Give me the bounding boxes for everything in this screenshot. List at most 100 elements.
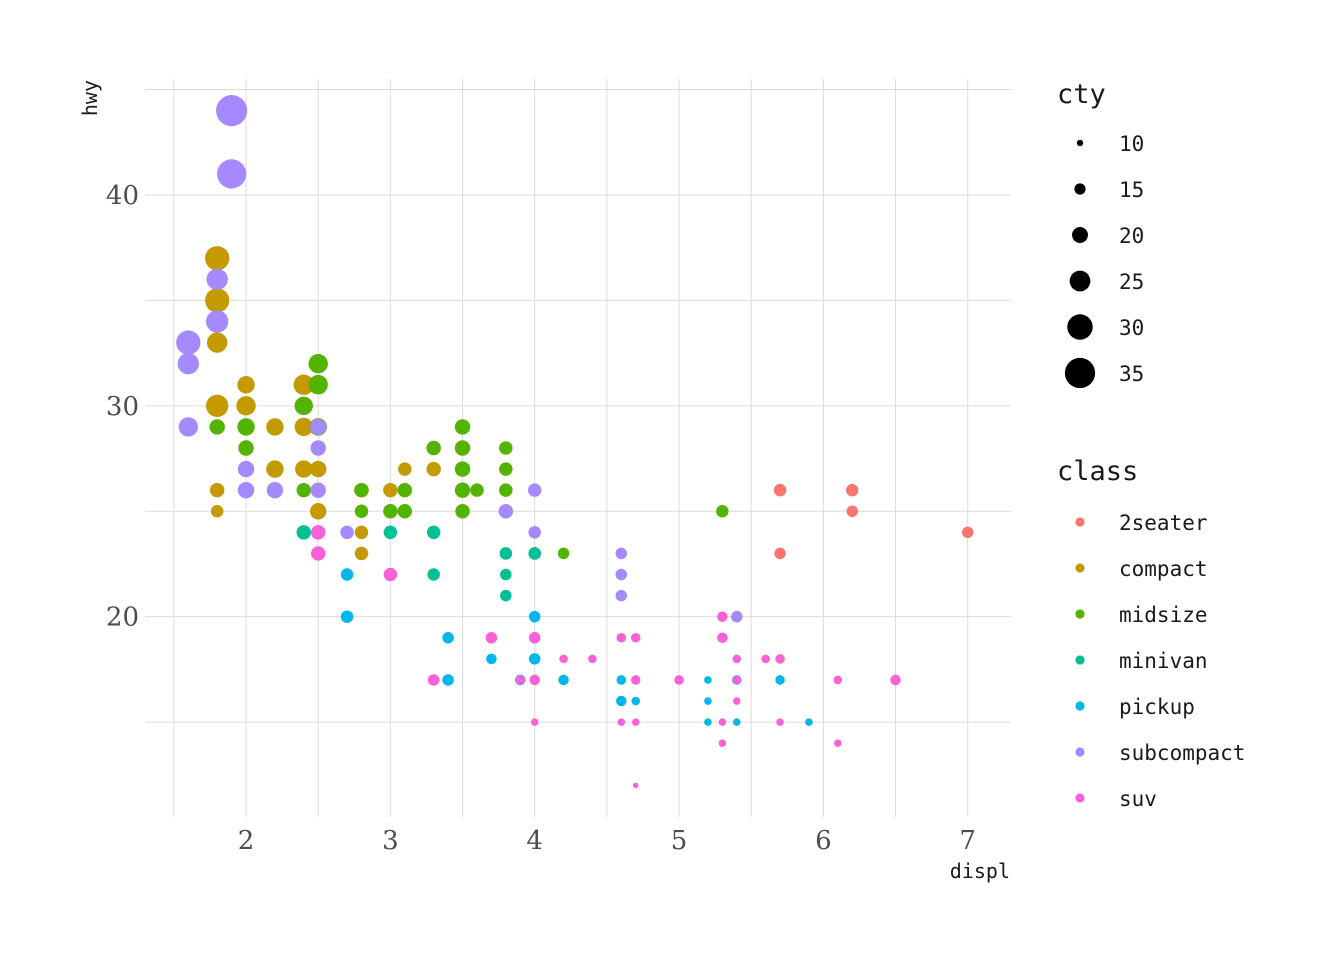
- data-point-compact: [205, 246, 230, 271]
- data-point-compact: [398, 462, 412, 476]
- color-legend-label: midsize: [1119, 603, 1208, 627]
- x-tick-labels: 2 3 4 5 6 7: [238, 826, 976, 856]
- data-point-compact: [236, 396, 256, 416]
- data-point-compact: [294, 417, 313, 437]
- data-point-midsize: [499, 483, 513, 497]
- data-point-suv: [674, 675, 684, 685]
- data-point-compact: [237, 376, 255, 394]
- data-point-subcompact: [528, 526, 541, 539]
- color-legend-title: class: [1057, 456, 1138, 487]
- data-point-suv: [776, 718, 784, 726]
- data-point-pickup: [616, 675, 627, 685]
- data-point-midsize: [308, 353, 328, 374]
- size-legend-label: 10: [1119, 132, 1144, 156]
- color-legend-key: [1075, 517, 1085, 527]
- data-point-pickup: [486, 653, 497, 665]
- data-point-suv: [718, 718, 727, 726]
- data-point-subcompact: [266, 481, 284, 499]
- data-point-midsize: [454, 482, 471, 498]
- y-tick-label: 30: [106, 392, 139, 422]
- data-point-suv: [632, 782, 639, 789]
- data-point-pickup: [528, 610, 541, 623]
- x-tick-label: 3: [382, 826, 399, 856]
- data-point-compact: [354, 546, 369, 561]
- data-point-subcompact: [206, 268, 228, 290]
- data-point-2seater: [773, 483, 787, 497]
- data-point-compact: [309, 460, 327, 478]
- data-point-suv: [617, 718, 626, 726]
- data-point-compact: [266, 460, 284, 478]
- data-point-suv: [732, 697, 741, 705]
- x-tick-label: 2: [238, 826, 255, 856]
- data-point-suv: [310, 546, 326, 561]
- size-legend-label: 15: [1119, 178, 1144, 202]
- data-point-subcompact: [309, 418, 327, 436]
- data-point-midsize: [454, 461, 471, 477]
- data-point-compact: [266, 418, 284, 436]
- data-point-compact: [309, 503, 327, 520]
- data-point-compact: [206, 332, 228, 353]
- data-point-midsize: [454, 440, 471, 456]
- size-legend-key: [1064, 357, 1096, 389]
- data-point-2seater: [845, 483, 859, 497]
- data-point-pickup: [704, 718, 712, 726]
- data-point-subcompact: [176, 330, 201, 355]
- data-point-pickup: [442, 674, 454, 686]
- size-legend-title: cty: [1057, 79, 1106, 110]
- data-point-subcompact: [731, 610, 743, 623]
- size-legend-key: [1072, 227, 1088, 243]
- data-point-suv: [732, 654, 742, 664]
- data-point-suv: [630, 633, 641, 643]
- data-point-pickup: [528, 653, 541, 665]
- data-point-midsize: [383, 504, 398, 519]
- data-point-midsize: [499, 462, 513, 476]
- data-point-suv: [616, 633, 627, 643]
- data-point-pickup: [631, 696, 641, 706]
- data-point-compact: [205, 394, 229, 417]
- color-legend-key: [1075, 609, 1085, 619]
- data-point-pickup: [558, 674, 569, 686]
- data-point-pickup: [340, 568, 354, 581]
- data-point-subcompact: [310, 440, 326, 456]
- data-point-midsize: [470, 483, 484, 497]
- x-tick-label: 5: [671, 826, 688, 856]
- data-point-subcompact: [310, 482, 326, 498]
- size-legend-label: 30: [1119, 316, 1144, 340]
- data-point-suv: [718, 739, 727, 747]
- data-point-subcompact: [177, 352, 199, 375]
- size-legend: cty 10 15 20 25 30 35: [1057, 79, 1144, 389]
- data-point-2seater: [961, 526, 974, 539]
- color-legend-label: subcompact: [1119, 741, 1245, 765]
- data-point-midsize: [557, 547, 570, 560]
- data-point-midsize: [455, 504, 470, 519]
- data-point-suv: [427, 674, 440, 686]
- color-legend-label: minivan: [1119, 649, 1208, 673]
- data-point-suv: [310, 525, 326, 540]
- data-point-midsize: [209, 419, 225, 435]
- y-tick-label: 20: [106, 603, 139, 633]
- data-point-pickup: [805, 718, 813, 726]
- data-point-midsize: [296, 482, 311, 498]
- data-point-suv: [761, 654, 770, 664]
- data-point-subcompact: [615, 547, 628, 560]
- data-point-suv: [383, 567, 398, 582]
- data-point-pickup: [340, 610, 354, 623]
- data-point-suv: [515, 675, 526, 685]
- size-legend-label: 35: [1119, 362, 1144, 386]
- y-tick-labels: 20 30 40: [106, 181, 139, 633]
- data-point-suv: [528, 632, 541, 644]
- y-axis-title: hwy: [78, 80, 102, 116]
- data-point-compact: [205, 288, 230, 313]
- data-point-minivan: [296, 525, 311, 540]
- color-legend-label: pickup: [1119, 695, 1195, 719]
- data-point-suv: [775, 654, 785, 664]
- data-point-subcompact: [216, 95, 248, 127]
- data-point-suv: [890, 674, 901, 686]
- data-point-suv: [588, 654, 597, 664]
- data-point-suv: [530, 718, 539, 726]
- data-point-midsize: [237, 418, 255, 436]
- data-point-suv: [732, 675, 742, 685]
- data-point-minivan: [427, 568, 440, 581]
- data-point-subcompact: [498, 504, 514, 519]
